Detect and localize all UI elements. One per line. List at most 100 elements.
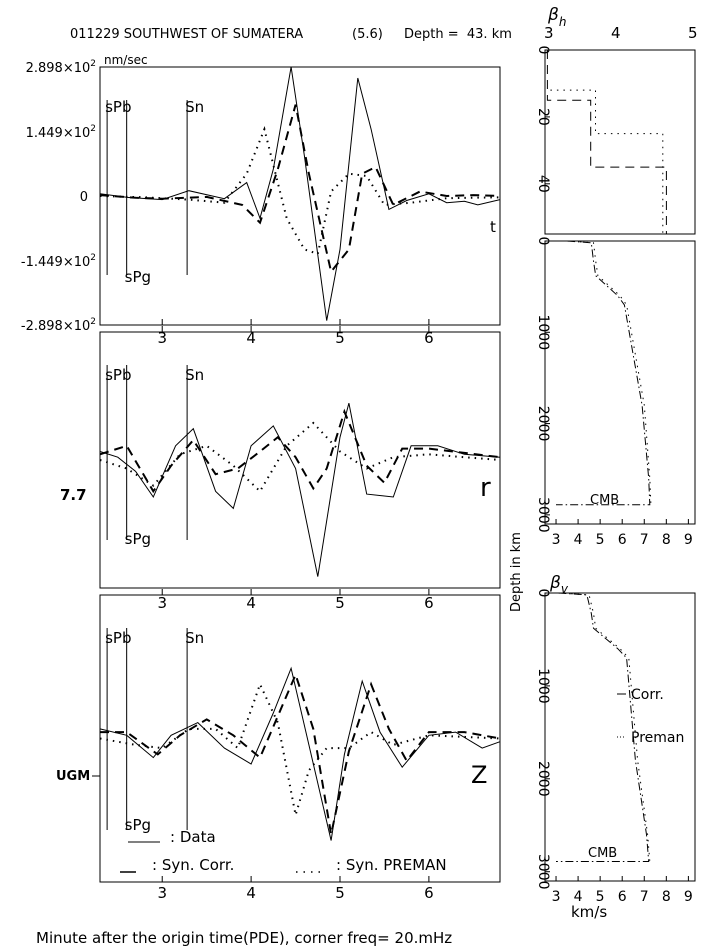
ytick-label-min: -2.898×102 — [21, 317, 96, 334]
trace-data — [99, 402, 501, 577]
depth-label: Depth = 43. km — [404, 27, 512, 42]
depth-tick-label: 0 — [535, 237, 551, 246]
panel-r-top-xticks — [161, 326, 430, 332]
model-shallow-yticks: 0 20 40 — [535, 46, 551, 193]
depth-tick-label: 20 — [535, 108, 551, 126]
model-legend-corr: Corr. — [631, 687, 664, 703]
velocity-tick-label: 7 — [640, 889, 649, 905]
depth-tick-label: 0 — [535, 46, 551, 55]
panel-r-component: r — [480, 473, 491, 503]
model-trace-syn-corr — [556, 240, 651, 506]
legend: : Data : Syn. Corr. : Syn. PREMAN — [120, 828, 447, 874]
ytick-label-half: 1.449×102 — [26, 124, 96, 141]
seismogram-panel-z: UGM Z sPb sPg Sn 3 4 5 6 : Data : Syn. Corr. … — [56, 589, 501, 902]
ytick-label-neg-half: -1.449×102 — [21, 253, 96, 270]
phase-label-sn: Sn — [185, 366, 204, 384]
ytick-label-max: 2.898×102 — [26, 59, 96, 76]
model-trace-syn-corr — [556, 592, 650, 862]
velocity-tick-label: 6 — [618, 889, 627, 905]
model-beta-h-cmb: CMB — [590, 493, 619, 508]
xtick-label: 6 — [424, 594, 434, 612]
xtick-label: 3 — [157, 329, 167, 347]
ytick-label-zero: 0 — [80, 190, 88, 205]
panel-r-frame — [99, 331, 501, 589]
depth-axis-label: Depth in km — [509, 532, 524, 612]
phase-label-spb: sPb — [105, 629, 131, 647]
beta-v-title: βv — [549, 573, 569, 596]
depth-tick-label: 1000 — [535, 668, 551, 704]
phase-label-spb: sPb — [105, 366, 131, 384]
model-beta-v-yticks: 0 1000 2000 3000 — [535, 589, 551, 890]
depth-tick-label: 1000 — [535, 314, 551, 350]
velocity-tick-label: 7 — [640, 532, 649, 548]
model-trace-syn-corr — [546, 50, 667, 234]
phase-label-sn: Sn — [185, 98, 204, 116]
model-trace-syn-preman — [567, 240, 652, 505]
phase-label-spg: sPg — [125, 530, 151, 548]
phase-label-spg: sPg — [125, 816, 151, 834]
velocity-tick-label: 4 — [574, 889, 583, 905]
model-legend-preman: Preman — [631, 730, 684, 746]
trace-data — [99, 666, 501, 841]
phase-label-sn: Sn — [185, 629, 204, 647]
velocity-tick-label: 6 — [618, 532, 627, 548]
model-shallow-frame — [544, 49, 696, 235]
panel-z-component: Z — [471, 761, 487, 789]
xtick-label: 6 — [424, 884, 434, 902]
velocity-tick-label: 8 — [662, 532, 671, 548]
trace-syn-corr — [99, 104, 501, 274]
model-trace-syn-preman — [544, 50, 664, 234]
station-label: UGM — [56, 769, 90, 784]
xtick-label: 3 — [157, 884, 167, 902]
trace-syn-corr — [100, 671, 501, 835]
model-trace-syn-preman — [558, 592, 651, 862]
legend-preman-label: : Syn. PREMAN — [336, 856, 447, 874]
panel-r-phases: sPb sPg Sn 3 4 5 6 — [105, 365, 434, 612]
model-shallow-traces — [544, 50, 667, 234]
beta-h-title: βh — [547, 5, 566, 29]
depth-tick-label: 2000 — [535, 761, 551, 797]
model-beta-v-traces — [556, 592, 651, 862]
model-panel-shallow: 0 20 40 — [535, 46, 696, 235]
top-tick-3: 3 — [544, 24, 554, 42]
depth-tick-label: 40 — [535, 175, 551, 193]
beta-h-symbol: β — [547, 5, 559, 25]
velocity-tick-label: 9 — [684, 532, 693, 548]
panel-z-frame — [99, 594, 501, 883]
model-beta-h-yticks: 0 1000 2000 3000 — [535, 237, 551, 533]
depth-tick-label: 0 — [535, 589, 551, 598]
model-beta-h-frame — [544, 240, 696, 525]
beta-v-subscript: v — [561, 582, 569, 596]
panel-z-phases: sPb sPg Sn — [105, 628, 204, 834]
trace-data — [99, 66, 501, 321]
legend-corr-label: : Syn. Corr. — [152, 856, 234, 874]
km-s-axis-label: km/s — [571, 903, 607, 921]
model-beta-v-frame — [544, 592, 696, 882]
velocity-tick-label: 3 — [552, 889, 561, 905]
phase-label-spb: sPb — [105, 98, 131, 116]
model-beta-h-traces — [556, 240, 652, 506]
xtick-label: 4 — [246, 594, 256, 612]
panel-r-traces — [99, 402, 501, 577]
panel-z-traces — [99, 666, 501, 841]
xtick-label: 5 — [335, 594, 345, 612]
top-tick-5: 5 — [688, 24, 698, 42]
panel-t-unit: nm/sec — [104, 53, 148, 67]
beta-v-symbol: β — [549, 573, 561, 593]
xtick-label: 4 — [246, 329, 256, 347]
xtick-label: 5 — [335, 884, 345, 902]
velocity-tick-label: 5 — [596, 532, 605, 548]
beta-h-subscript: h — [559, 15, 567, 29]
top-tick-4: 4 — [611, 24, 621, 42]
trace-syn-preman — [99, 125, 501, 256]
depth-tick-label: 3000 — [535, 854, 551, 890]
panel-z-top-xticks — [161, 589, 430, 595]
legend-data-label: : Data — [170, 828, 216, 846]
xtick-label: 6 — [424, 329, 434, 347]
seismogram-panel-t: nm/sec 2.898×102 1.449×102 0 -1.449×102 … — [21, 53, 501, 347]
panel-z-bottom-xticks: 3 4 5 6 — [157, 876, 434, 902]
xtick-label: 4 — [246, 884, 256, 902]
